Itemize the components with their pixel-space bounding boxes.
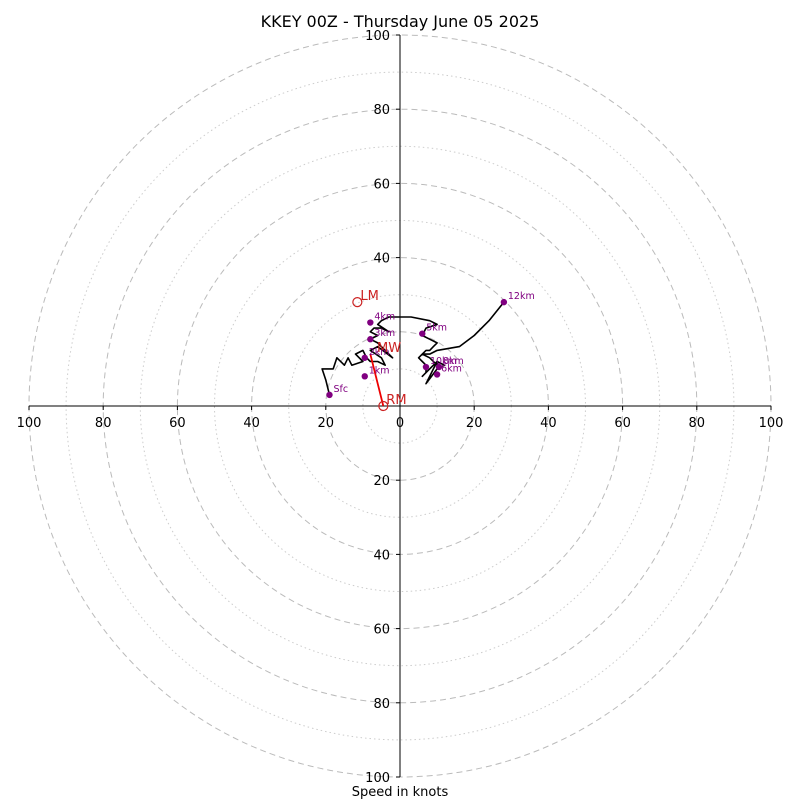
height-marker-label: 8km: [443, 356, 464, 367]
storm-motion-label: MW: [377, 341, 401, 356]
x-tick-label: 80: [689, 416, 706, 431]
height-marker-label: 3km: [374, 328, 395, 339]
height-marker-label: 6km: [441, 363, 462, 374]
x-tick-label: 40: [540, 416, 557, 431]
height-marker-label: 2km: [369, 347, 390, 358]
x-tick-label: 0: [396, 416, 404, 431]
y-tick-label: 60: [373, 623, 390, 638]
x-tick-label: 60: [169, 416, 186, 431]
height-marker-label: 1km: [369, 365, 390, 376]
y-tick-label: 40: [373, 252, 390, 267]
y-tick-label: 100: [365, 29, 390, 44]
height-marker-point: [435, 363, 443, 371]
hodograph-line: [321, 301, 505, 396]
height-marker-point: [422, 363, 430, 371]
x-tick-label: 80: [95, 416, 112, 431]
height-marker-label: 10km: [430, 356, 457, 367]
storm-motion-markers: LM RM MW: [352, 289, 407, 412]
x-tick-label: 20: [466, 416, 483, 431]
storm-motion-point: [352, 297, 363, 308]
chart-title: KKEY 00Z - Thursday June 05 2025: [261, 12, 540, 31]
y-tick-label: 100: [365, 771, 390, 786]
height-marker-point: [419, 330, 426, 337]
x-tick-label: 60: [614, 416, 631, 431]
height-marker-point: [500, 298, 508, 306]
height-marker-label: Sfc: [334, 384, 349, 395]
height-marker-point: [433, 371, 441, 378]
y-tick-label: 20: [373, 474, 390, 489]
height-marker-point: [361, 354, 368, 361]
x-axis-label: Speed in knots: [352, 785, 449, 800]
shear-vector-line: [369, 353, 385, 407]
hodograph-trace: [321, 301, 505, 407]
storm-motion-point: [378, 400, 389, 412]
tick-labels: 100 80 60 40 20 0 20 40 60 80 100 100 80 60 40 20 40 60 80…: [17, 29, 784, 786]
height-marker-point: [326, 391, 333, 399]
storm-motion-label: LM: [360, 289, 378, 304]
height-marker-point: [367, 319, 374, 326]
x-tick-label: 40: [243, 416, 260, 431]
height-marker-label: 4km: [374, 312, 395, 323]
height-marker-label: 12km: [508, 291, 535, 302]
y-tick-label: 80: [373, 697, 390, 712]
x-tick-label: 100: [17, 416, 42, 431]
x-tick-label: 100: [759, 416, 784, 431]
height-marker-point: [367, 336, 374, 343]
y-tick-label: 40: [373, 548, 390, 563]
storm-motion-label: RM: [386, 393, 406, 408]
height-marker-point: [361, 373, 368, 380]
y-tick-label: 80: [373, 103, 390, 118]
y-tick-label: 60: [373, 177, 390, 192]
height-marker-label: 5km: [426, 323, 447, 334]
x-tick-label: 20: [318, 416, 335, 431]
